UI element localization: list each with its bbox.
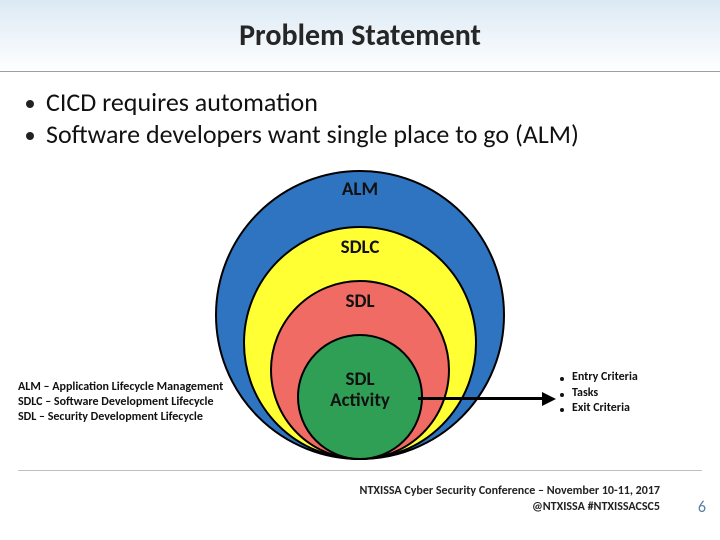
bullet-dot-icon bbox=[560, 408, 564, 412]
circle-label: SDLC bbox=[341, 238, 380, 259]
activity-legend: Entry Criteria Tasks Exit Criteria bbox=[560, 370, 710, 417]
bullet-item: CICD requires automation bbox=[26, 88, 694, 118]
legend-item-text: Exit Criteria bbox=[572, 401, 630, 417]
footer-rule bbox=[18, 470, 702, 471]
slide-title: Problem Statement bbox=[239, 17, 481, 54]
bullet-item: Software developers want single place to… bbox=[26, 120, 694, 150]
legend-line: ALM – Application Lifecycle Management bbox=[18, 380, 248, 395]
arrow-shaft bbox=[418, 397, 542, 400]
conference-line: @NTXISSA #NTXISSACSC5 bbox=[360, 500, 660, 516]
circle-sdl-activity: SDLActivity bbox=[297, 334, 423, 460]
arrow-head-icon bbox=[542, 392, 556, 406]
legend-item: Entry Criteria bbox=[560, 370, 710, 386]
circle-label: SDL bbox=[346, 292, 375, 313]
acronym-legend: ALM – Application Lifecycle Management S… bbox=[18, 380, 248, 425]
legend-item: Tasks bbox=[560, 386, 710, 402]
legend-item-text: Entry Criteria bbox=[572, 370, 638, 386]
conference-footer: NTXISSA Cyber Security Conference – Nove… bbox=[360, 484, 660, 515]
conference-line: NTXISSA Cyber Security Conference – Nove… bbox=[360, 484, 660, 500]
bullet-dot-icon bbox=[26, 132, 34, 140]
legend-line: SDLC – Software Development Lifecycle bbox=[18, 395, 248, 410]
circle-label: SDLActivity bbox=[330, 370, 390, 412]
bullet-dot-icon bbox=[560, 393, 564, 397]
bullet-dot-icon bbox=[560, 377, 564, 381]
nested-circle-diagram: ALM SDLC SDL SDLActivity bbox=[190, 170, 530, 480]
slide: { "title": { "text": "Problem Statement"… bbox=[0, 0, 720, 540]
legend-line: SDL – Security Development Lifecycle bbox=[18, 410, 248, 425]
page-number: 6 bbox=[698, 498, 706, 517]
bullet-text: CICD requires automation bbox=[46, 88, 318, 118]
bullet-list: CICD requires automation Software develo… bbox=[26, 86, 694, 152]
title-band: Problem Statement bbox=[0, 0, 720, 72]
bullet-dot-icon bbox=[26, 100, 34, 108]
bullet-text: Software developers want single place to… bbox=[46, 120, 579, 150]
circle-label: ALM bbox=[342, 180, 378, 201]
legend-item: Exit Criteria bbox=[560, 401, 710, 417]
legend-item-text: Tasks bbox=[572, 386, 598, 402]
